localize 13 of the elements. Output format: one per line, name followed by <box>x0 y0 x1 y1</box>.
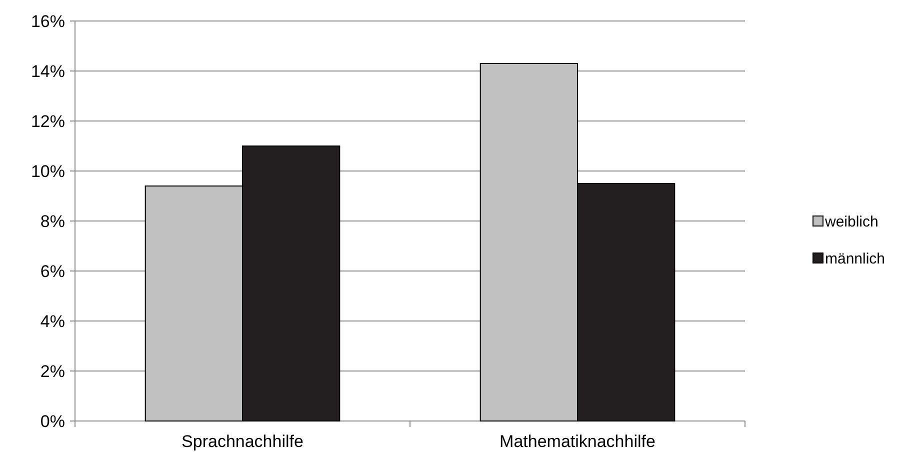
legend-label: weiblich <box>824 213 878 230</box>
y-tick-label: 10% <box>30 162 65 181</box>
legend-label: männlich <box>825 250 886 268</box>
x-tick-label: Mathematiknachhilfe <box>500 432 656 451</box>
y-tick-label: 0% <box>40 412 65 431</box>
y-tick-label: 12% <box>30 112 65 131</box>
y-tick-label: 2% <box>40 362 65 381</box>
y-tick-label: 4% <box>40 312 65 331</box>
y-tick-label: 8% <box>40 212 65 231</box>
y-tick-label: 14% <box>30 62 65 81</box>
y-tick-label: 6% <box>40 262 65 281</box>
x-tick-label: Sprachnachhilfe <box>182 432 304 451</box>
y-tick-label: 16% <box>30 12 65 31</box>
